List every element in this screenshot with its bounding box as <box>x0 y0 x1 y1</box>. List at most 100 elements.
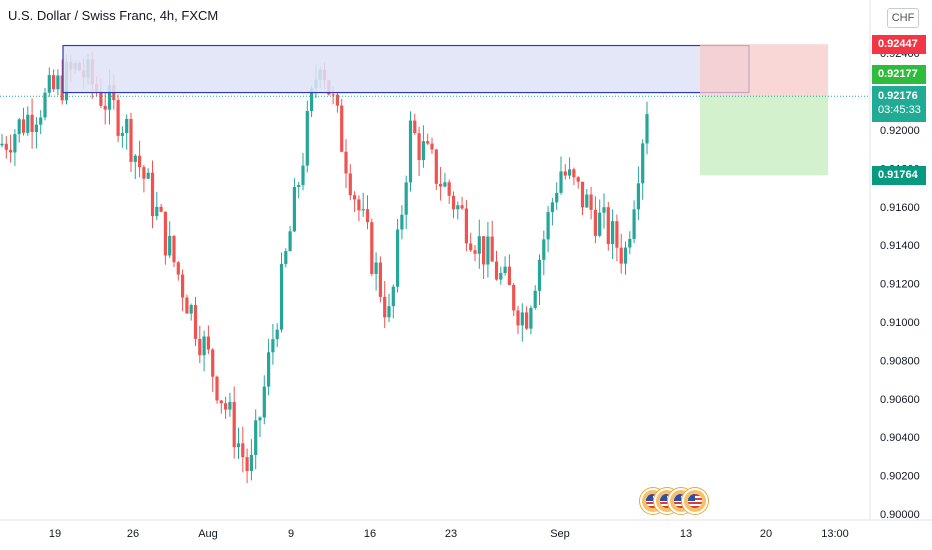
time-tick-label: 23 <box>445 528 457 540</box>
candle <box>628 231 632 255</box>
candle <box>279 252 284 333</box>
time-axis[interactable]: 19 26 Aug 9 16 23 Sep 13 20 13:00 <box>0 519 932 540</box>
reward-zone[interactable] <box>700 96 828 176</box>
candlestick-series <box>0 52 649 484</box>
candle <box>460 196 464 211</box>
candle <box>636 166 640 221</box>
candle <box>4 136 8 159</box>
candle <box>155 191 159 221</box>
candle <box>129 112 133 173</box>
candle <box>228 392 232 417</box>
risk-zone[interactable] <box>700 44 828 97</box>
candle <box>52 69 56 92</box>
candle <box>249 439 253 481</box>
candle <box>211 348 215 392</box>
candle <box>193 296 198 347</box>
us-flag-event-icon[interactable] <box>682 488 708 514</box>
candle <box>271 323 275 365</box>
candle <box>413 113 417 135</box>
candle <box>568 157 572 180</box>
candle <box>593 196 597 244</box>
candle <box>404 175 408 229</box>
candle <box>378 256 382 303</box>
candle <box>267 338 271 396</box>
stop-loss-price-tag: 0.92447 <box>872 34 926 54</box>
target-price-tag: 0.91764 <box>872 165 926 185</box>
candle <box>245 448 249 484</box>
time-tick-label: 9 <box>288 528 294 540</box>
candle <box>202 330 206 372</box>
candle <box>529 305 533 335</box>
candle <box>439 166 443 201</box>
candle <box>301 152 305 191</box>
candle <box>533 285 537 310</box>
candle <box>396 219 400 293</box>
candle <box>451 191 456 219</box>
candle <box>507 254 511 286</box>
price-tick-label: 0.91200 <box>880 279 920 291</box>
candle <box>464 200 468 252</box>
candle <box>473 245 477 262</box>
candle <box>370 218 374 277</box>
candle <box>60 59 64 105</box>
candle <box>168 221 172 258</box>
candle <box>486 221 490 278</box>
candle <box>365 195 370 230</box>
candle <box>146 168 150 180</box>
candle <box>516 305 520 335</box>
candle <box>550 198 554 226</box>
candle <box>421 125 425 168</box>
candle <box>284 248 288 268</box>
candle <box>219 399 223 414</box>
candle <box>262 375 266 425</box>
time-tick-label: 13 <box>680 528 692 540</box>
candle <box>632 200 636 244</box>
candle <box>447 179 451 205</box>
candle <box>292 178 296 232</box>
drawing-overlays[interactable] <box>0 44 870 176</box>
candle <box>589 186 593 220</box>
resistance-zone[interactable] <box>62 44 750 94</box>
candle <box>417 126 421 176</box>
candle <box>426 133 430 146</box>
candle <box>391 284 395 319</box>
candle <box>559 156 563 195</box>
candle <box>224 396 228 419</box>
candle <box>254 409 258 470</box>
candle <box>443 172 447 188</box>
symbol-title: U.S. Dollar / Swiss Franc, 4h, FXCM <box>8 8 219 23</box>
candle <box>520 303 524 342</box>
candle <box>408 111 413 192</box>
candle <box>353 191 357 213</box>
candle <box>555 182 559 210</box>
economic-events[interactable] <box>640 488 710 514</box>
candle <box>598 199 602 238</box>
candle <box>546 205 550 253</box>
candle <box>344 139 348 189</box>
candle <box>47 67 51 97</box>
candle <box>469 232 473 252</box>
candle <box>576 176 580 189</box>
candle <box>357 195 361 222</box>
candle <box>133 154 137 180</box>
candle <box>142 164 146 193</box>
candle <box>348 164 352 201</box>
candle <box>150 160 155 229</box>
price-tick-label: 0.91600 <box>880 202 920 214</box>
currency-button[interactable]: CHF <box>887 8 919 28</box>
price-tick-label: 0.91000 <box>880 317 920 329</box>
candle <box>619 233 623 274</box>
candle <box>9 134 13 163</box>
candle <box>374 252 378 291</box>
candle <box>215 375 219 404</box>
candle <box>34 116 38 149</box>
candle <box>43 87 47 121</box>
candle <box>494 250 499 281</box>
candle <box>602 193 606 229</box>
candle <box>641 139 645 200</box>
candle <box>606 201 610 251</box>
candle <box>482 236 486 280</box>
candle <box>288 225 292 252</box>
time-tick-label: 26 <box>127 528 139 540</box>
